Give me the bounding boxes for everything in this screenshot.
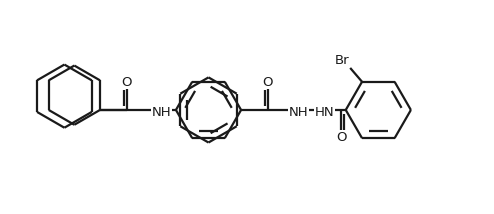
Text: HN: HN <box>315 106 335 119</box>
Text: O: O <box>262 76 273 89</box>
Text: Br: Br <box>335 54 350 67</box>
Text: O: O <box>336 131 346 144</box>
Text: NH: NH <box>151 106 171 119</box>
Text: NH: NH <box>288 106 308 119</box>
Text: O: O <box>122 76 132 89</box>
